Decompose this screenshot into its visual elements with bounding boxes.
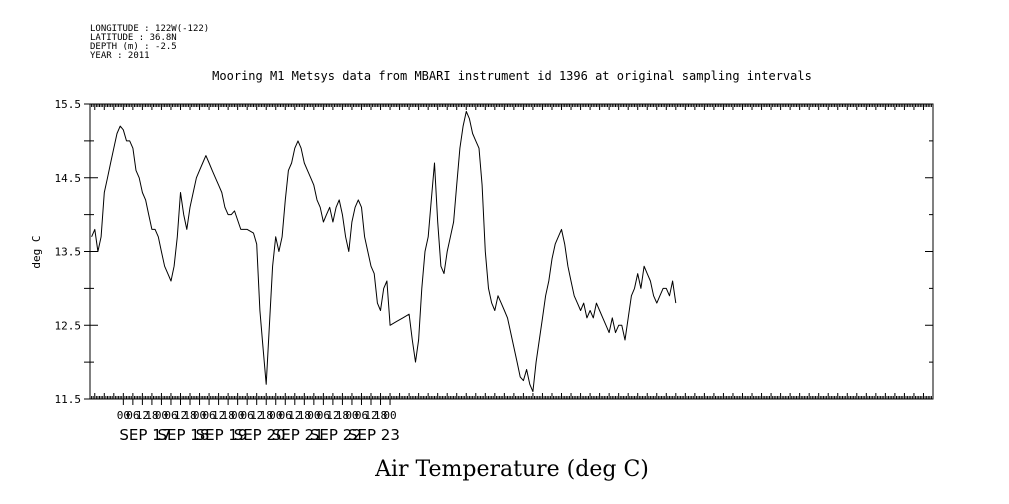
x-tick-label: 18 bbox=[145, 409, 158, 422]
y-tick-label: 15.5 bbox=[55, 98, 82, 111]
x-tick-label: 12 bbox=[212, 409, 225, 422]
x-axis-label: Air Temperature (deg C) bbox=[374, 457, 649, 482]
x-tick-label: 12 bbox=[288, 409, 301, 422]
x-day-label: SEP 22 bbox=[310, 426, 362, 444]
x-tick-label: 00 bbox=[269, 409, 282, 422]
x-tick-label: 18 bbox=[374, 409, 387, 422]
x-tick-label: 12 bbox=[136, 409, 149, 422]
plot-frame bbox=[89, 103, 934, 400]
x-tick-label: 06 bbox=[241, 409, 254, 422]
x-tick-label: 12 bbox=[174, 409, 187, 422]
series-line bbox=[91, 110, 677, 393]
y-tick-label: 12.5 bbox=[55, 319, 82, 332]
chart-title: Mooring M1 Metsys data from MBARI instru… bbox=[212, 69, 812, 83]
meta-year: YEAR : 2011 bbox=[90, 51, 150, 61]
x-tick-label: 00 bbox=[307, 409, 320, 422]
y-tick-label: 11.5 bbox=[55, 393, 82, 406]
data-layer bbox=[91, 110, 677, 393]
x-tick-label: 18 bbox=[221, 409, 234, 422]
x-day-label: SEP 17 bbox=[119, 426, 171, 444]
x-day-label: SEP 23 bbox=[348, 426, 400, 444]
x-day-label: SEP 20 bbox=[234, 426, 286, 444]
x-day-label: SEP 18 bbox=[157, 426, 209, 444]
x-tick-label: 18 bbox=[260, 409, 273, 422]
x-tick-label: 00 bbox=[383, 409, 396, 422]
x-tick-label: 00 bbox=[345, 409, 358, 422]
x-tick-label: 00 bbox=[193, 409, 206, 422]
axes-layer: 0006121800061218000612180006121800061218… bbox=[55, 98, 934, 444]
y-axis-label: deg C bbox=[30, 235, 43, 268]
x-tick-label: 00 bbox=[155, 409, 168, 422]
meta-longitude: LONGITUDE : 122W(-122) bbox=[90, 24, 209, 34]
x-tick-label: 18 bbox=[183, 409, 196, 422]
meta-depth: DEPTH (m) : -2.5 bbox=[90, 42, 177, 52]
y-tick-label: 14.5 bbox=[55, 172, 82, 185]
y-tick-label: 13.5 bbox=[55, 246, 82, 259]
x-tick-label: 18 bbox=[336, 409, 349, 422]
x-tick-label: 00 bbox=[231, 409, 244, 422]
x-day-label: SEP 21 bbox=[272, 426, 324, 444]
x-tick-label: 06 bbox=[164, 409, 177, 422]
x-tick-label: 00 bbox=[117, 409, 130, 422]
x-tick-label: 06 bbox=[355, 409, 368, 422]
metadata-block: LONGITUDE : 122W(-122) LATITUDE : 36.8N … bbox=[90, 24, 209, 61]
meta-latitude: LATITUDE : 36.8N bbox=[90, 33, 177, 43]
x-tick-label: 06 bbox=[279, 409, 292, 422]
x-tick-label: 12 bbox=[250, 409, 263, 422]
x-tick-label: 12 bbox=[364, 409, 377, 422]
x-day-label: SEP 19 bbox=[196, 426, 248, 444]
x-tick-label: 06 bbox=[317, 409, 330, 422]
x-tick-label: 18 bbox=[298, 409, 311, 422]
x-tick-label: 12 bbox=[326, 409, 339, 422]
x-tick-label: 06 bbox=[126, 409, 139, 422]
x-tick-label: 06 bbox=[202, 409, 215, 422]
